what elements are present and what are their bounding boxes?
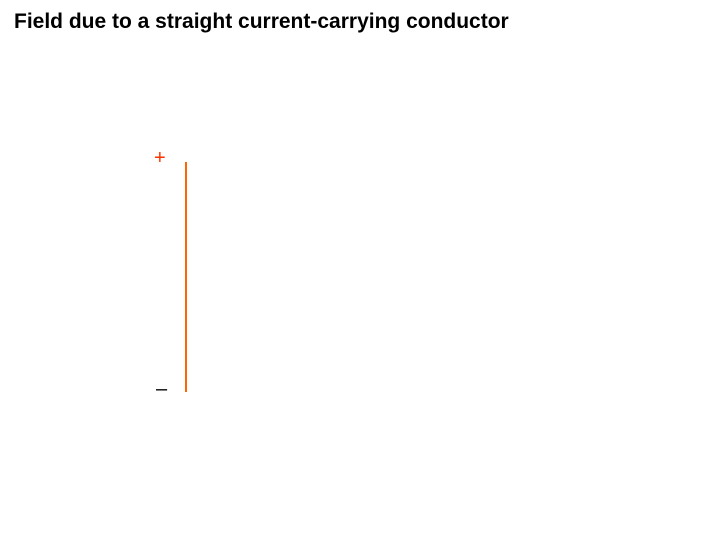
- minus-terminal: –: [156, 378, 167, 401]
- conductor-wire: [185, 162, 187, 392]
- diagram-title: Field due to a straight current-carrying…: [14, 10, 509, 34]
- plus-terminal: +: [154, 147, 166, 170]
